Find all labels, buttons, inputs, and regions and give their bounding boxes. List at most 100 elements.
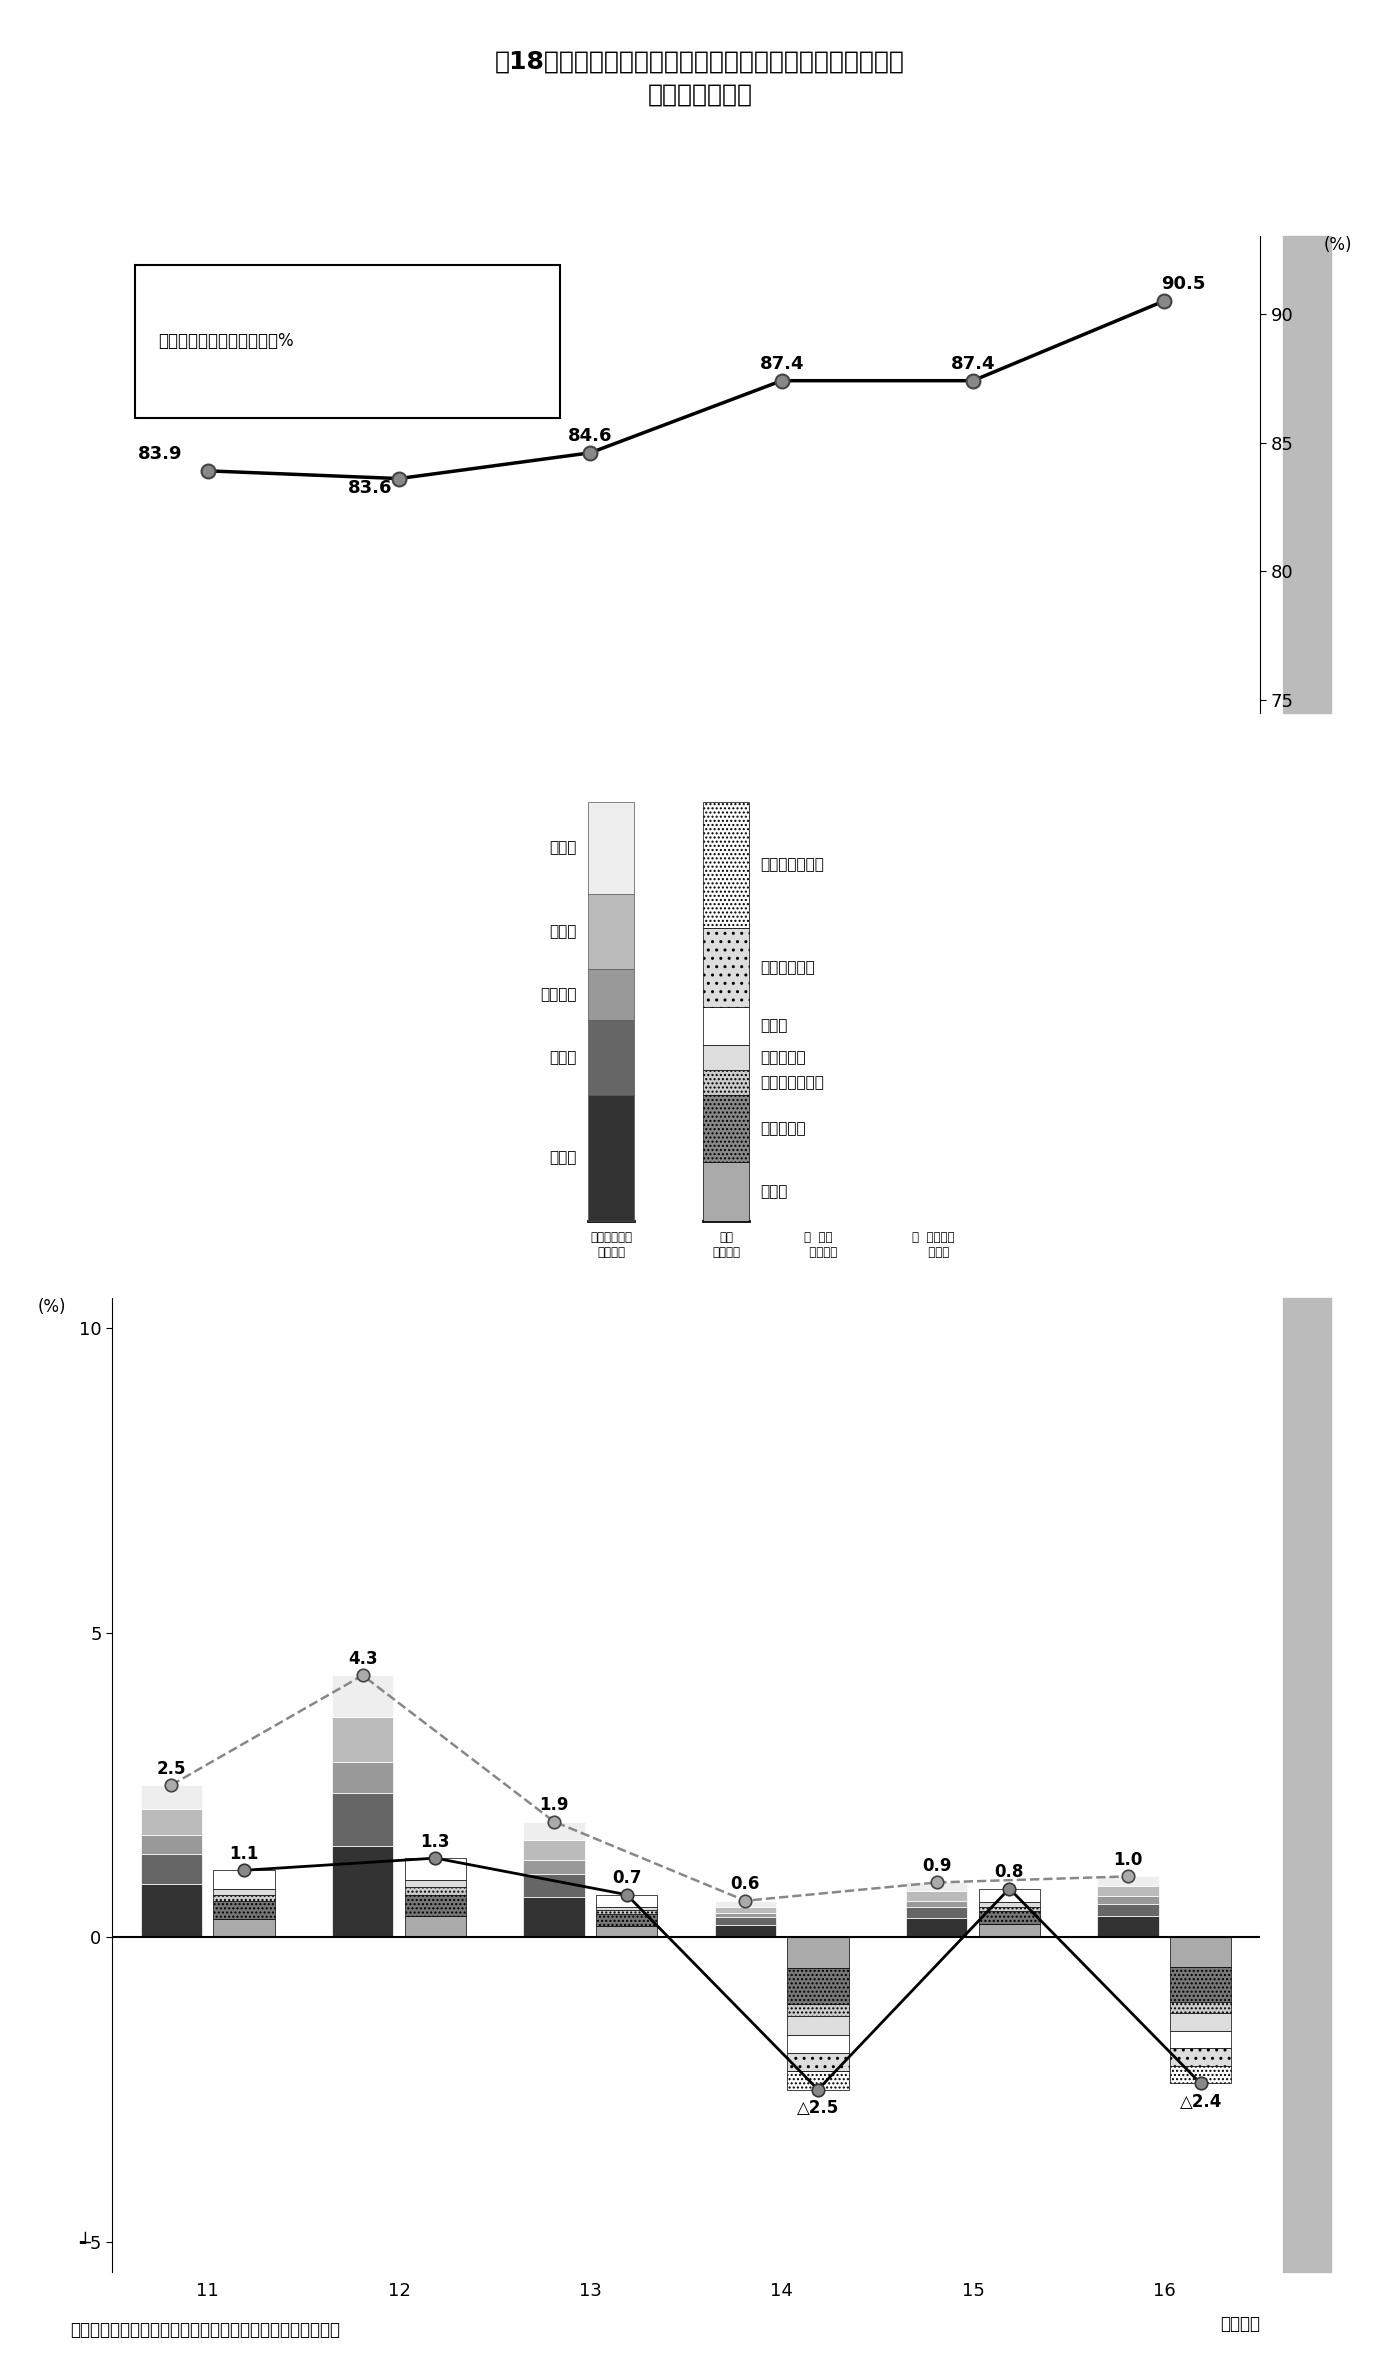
Bar [1098, 1877, 1159, 1886]
Text: 経常経費充当
一般財源: 経常経費充当 一般財源 [591, 1231, 633, 1259]
Bar [703, 802, 749, 928]
Text: △2.4: △2.4 [1179, 2092, 1222, 2111]
Text: 地方譲与税: 地方譲与税 [760, 1051, 806, 1065]
Bar [405, 1886, 466, 1894]
Bar [1170, 2066, 1232, 2083]
Bar [1170, 2031, 1232, 2047]
Bar [596, 1910, 657, 1915]
Bar [332, 1761, 393, 1794]
Bar [588, 895, 634, 970]
Bar [1170, 2014, 1232, 2031]
Text: 扶助費: 扶助費 [550, 1051, 577, 1065]
Bar [524, 1823, 585, 1839]
Text: （年度）: （年度） [1219, 2315, 1260, 2334]
Text: 83.9: 83.9 [137, 445, 182, 464]
Bar [979, 1924, 1040, 1936]
Text: 84.6: 84.6 [568, 426, 613, 445]
Bar [524, 1875, 585, 1896]
Bar [1170, 1967, 1232, 2002]
Bar [140, 1853, 202, 1884]
Bar [787, 2052, 848, 2071]
Bar [596, 1915, 657, 1927]
Bar [906, 1908, 967, 1917]
Bar [714, 1901, 776, 1905]
Bar [1282, 237, 1331, 712]
Bar [1170, 2047, 1232, 2066]
Bar [1098, 1886, 1159, 1896]
Text: 地方税: 地方税 [760, 1184, 788, 1200]
Bar [332, 1794, 393, 1846]
Text: 減税補てん債: 減税補てん債 [760, 961, 815, 975]
Text: 1.3: 1.3 [420, 1832, 451, 1851]
Text: 地方特例交付金: 地方特例交付金 [760, 1075, 825, 1091]
Bar [524, 1839, 585, 1860]
Bar [979, 1905, 1040, 1910]
Bar [524, 1896, 585, 1936]
Bar [213, 1870, 274, 1889]
Text: 補助費等: 補助費等 [540, 987, 577, 1001]
Bar [140, 1834, 202, 1853]
Text: その他: その他 [760, 1018, 788, 1034]
Bar [140, 1785, 202, 1808]
Bar [906, 1901, 967, 1908]
Bar [703, 1044, 749, 1070]
Bar [588, 970, 634, 1020]
Bar [979, 1889, 1040, 1903]
Bar [332, 1676, 393, 1718]
Bar [596, 1927, 657, 1936]
Text: その３　市町村: その３ 市町村 [647, 83, 753, 107]
Text: （注）棒グラフの数値は、各年度の対前年度増減率である。: （注）棒グラフの数値は、各年度の対前年度増減率である。 [70, 2320, 340, 2339]
Bar [714, 1924, 776, 1936]
Bar [703, 1096, 749, 1162]
Bar [524, 1860, 585, 1875]
Bar [714, 1913, 776, 1917]
Bar [787, 2017, 848, 2036]
Bar [714, 1905, 776, 1913]
Text: △2.5: △2.5 [797, 2100, 839, 2116]
Bar [787, 1967, 848, 2005]
Bar [979, 1910, 1040, 1924]
Text: 地方交付税: 地方交付税 [760, 1122, 806, 1136]
Bar [596, 1894, 657, 1905]
Text: 人件費: 人件費 [550, 1150, 577, 1165]
Bar [213, 1889, 274, 1896]
Bar [332, 1846, 393, 1936]
Bar [134, 265, 560, 417]
Bar [140, 1884, 202, 1936]
Text: 87.4: 87.4 [951, 355, 995, 374]
Bar [140, 1808, 202, 1834]
Bar [714, 1917, 776, 1924]
Text: 0.8: 0.8 [994, 1863, 1023, 1882]
Text: 2.5: 2.5 [157, 1759, 186, 1778]
Bar [1098, 1896, 1159, 1903]
Bar [332, 1718, 393, 1761]
Text: 経常収支比率（右目盛）　%: 経常収支比率（右目盛） % [158, 331, 294, 350]
Bar [213, 1896, 274, 1901]
Bar [596, 1905, 657, 1910]
Text: ＋  減税
   補てん債: ＋ 減税 補てん債 [798, 1231, 837, 1259]
Text: ＋  臨時財政
   対策債: ＋ 臨時財政 対策債 [911, 1231, 953, 1259]
Bar [703, 1070, 749, 1096]
Text: 0.9: 0.9 [921, 1858, 952, 1875]
Text: 90.5: 90.5 [1161, 275, 1205, 294]
Text: 87.4: 87.4 [759, 355, 804, 374]
Text: (%): (%) [38, 1297, 66, 1316]
Bar [906, 1882, 967, 1891]
Bar [1098, 1915, 1159, 1936]
Bar [588, 802, 634, 895]
Bar [703, 1008, 749, 1044]
Bar [703, 1162, 749, 1221]
Bar [787, 2005, 848, 2017]
Bar [405, 1915, 466, 1936]
Bar [703, 928, 749, 1008]
Text: その他: その他 [550, 840, 577, 854]
Text: 83.6: 83.6 [349, 478, 392, 497]
Text: 第18図　経常収支比率を構成する分子及び分母の増減状況: 第18図 経常収支比率を構成する分子及び分母の増減状況 [496, 50, 904, 73]
Bar [1170, 1936, 1232, 1967]
Bar [906, 1891, 967, 1901]
Text: 公債費: 公債費 [550, 923, 577, 940]
Text: 1.0: 1.0 [1113, 1851, 1142, 1870]
Bar [979, 1903, 1040, 1905]
Text: 4.3: 4.3 [347, 1650, 378, 1669]
Text: 1.9: 1.9 [539, 1797, 568, 1813]
